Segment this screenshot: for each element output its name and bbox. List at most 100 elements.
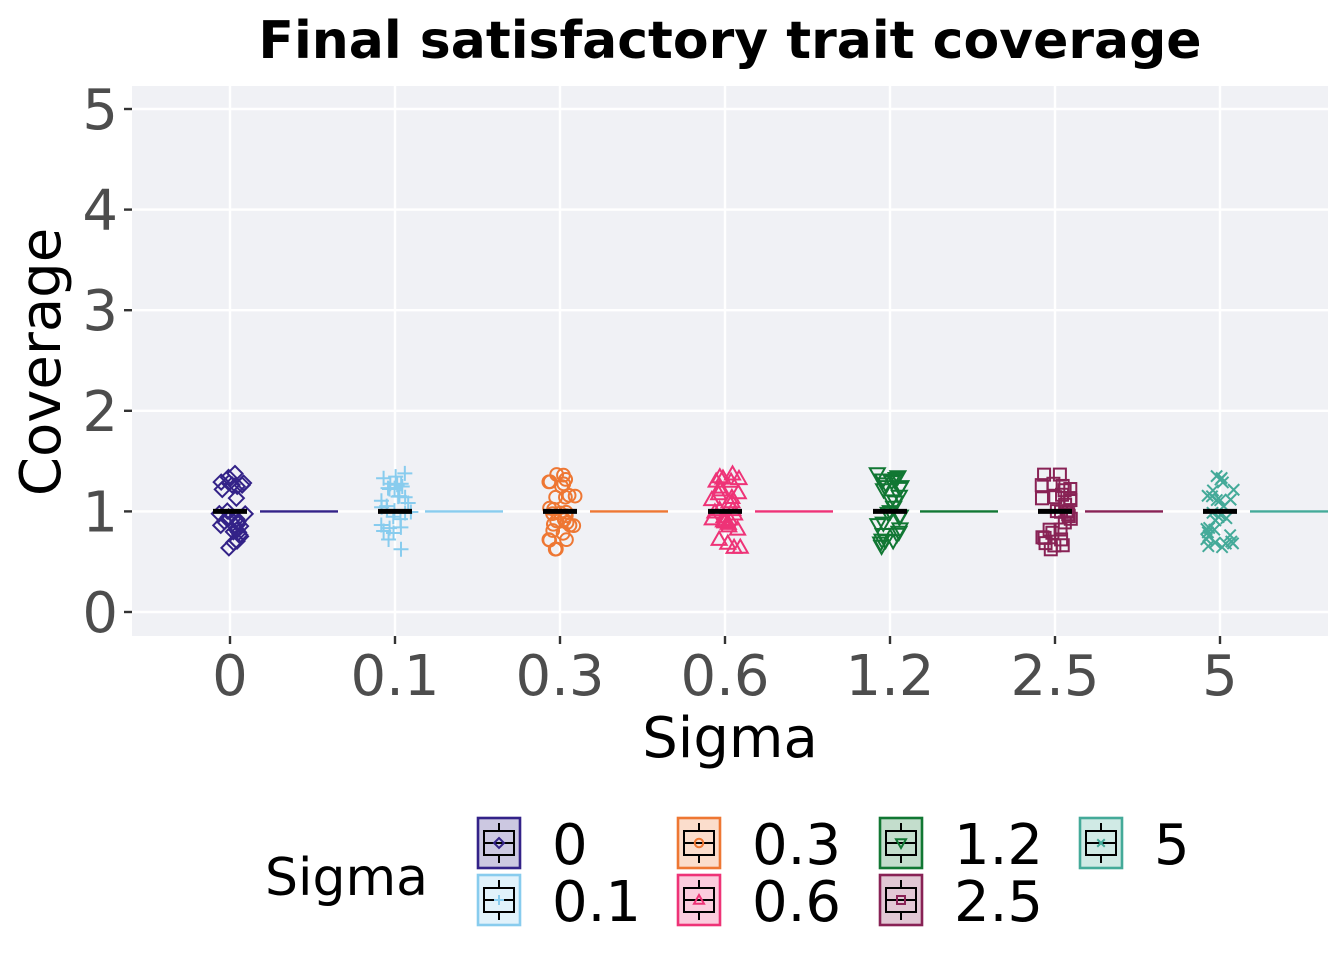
series-2.5 bbox=[1034, 467, 1163, 557]
data-point bbox=[559, 515, 575, 530]
data-point bbox=[380, 480, 396, 496]
data-point bbox=[1055, 538, 1070, 553]
series-5 bbox=[1200, 469, 1328, 554]
plot-panel bbox=[132, 86, 1328, 636]
data-point bbox=[1213, 493, 1227, 507]
legend-shape bbox=[693, 837, 705, 849]
x-tick-label: 5 bbox=[1202, 644, 1238, 709]
data-point bbox=[234, 474, 253, 492]
legend-title: Sigma bbox=[265, 848, 428, 908]
data-point bbox=[1210, 493, 1224, 507]
data-point bbox=[227, 489, 246, 508]
data-point bbox=[706, 471, 726, 488]
legend-shape bbox=[494, 895, 504, 905]
data-point bbox=[1046, 476, 1061, 491]
data-point bbox=[1224, 493, 1237, 506]
data-point bbox=[1223, 528, 1237, 542]
data-point bbox=[710, 480, 730, 497]
data-point bbox=[1216, 476, 1230, 489]
y-axis: 0 1 2 3 4 5 bbox=[82, 78, 132, 646]
y-tick-label: 3 bbox=[82, 279, 118, 344]
data-point bbox=[1037, 467, 1052, 482]
legend-shape bbox=[1096, 838, 1106, 848]
data-point bbox=[1206, 484, 1220, 497]
x-axis-title: Sigma bbox=[642, 706, 818, 771]
legend-label: 2.5 bbox=[954, 870, 1043, 935]
data-point bbox=[1226, 537, 1240, 550]
y-tick-label: 2 bbox=[82, 380, 118, 445]
legend-item-0.1: 0.1 bbox=[476, 870, 641, 935]
legend-item-0.6: 0.6 bbox=[676, 870, 841, 935]
x-tick-label: 0.3 bbox=[515, 644, 604, 709]
data-point bbox=[541, 474, 557, 490]
data-point bbox=[702, 489, 721, 507]
data-point bbox=[566, 518, 582, 534]
data-point bbox=[219, 468, 238, 487]
data-point bbox=[1034, 491, 1049, 506]
data-point bbox=[868, 518, 888, 535]
legend-item-2.5: 2.5 bbox=[878, 870, 1043, 935]
data-point bbox=[393, 541, 409, 557]
data-point bbox=[709, 529, 729, 546]
legend: Sigma 00.1 0.30.6 1.22.5 5 bbox=[265, 813, 1190, 935]
x-tick-label: 0 bbox=[212, 644, 248, 709]
data-point bbox=[703, 509, 722, 526]
data-point bbox=[556, 467, 571, 483]
data-point bbox=[1201, 539, 1215, 553]
data-point bbox=[390, 489, 406, 505]
y-tick-label: 1 bbox=[82, 480, 118, 545]
data-point bbox=[1208, 536, 1222, 549]
series-0.6 bbox=[702, 464, 833, 554]
legend-item-5: 5 bbox=[1078, 813, 1190, 878]
data-point bbox=[549, 513, 565, 529]
data-point bbox=[1215, 540, 1229, 554]
legend-label: 0 bbox=[552, 813, 588, 878]
data-point bbox=[561, 487, 577, 503]
data-point bbox=[878, 506, 898, 524]
data-point bbox=[218, 502, 237, 520]
chart-title: Final satisfactory trait coverage bbox=[258, 11, 1201, 71]
data-point bbox=[228, 521, 246, 540]
series-0 bbox=[210, 464, 338, 557]
data-marks bbox=[210, 464, 1328, 557]
data-point bbox=[719, 492, 739, 509]
x-tick-label: 2.5 bbox=[1010, 644, 1099, 709]
data-point bbox=[729, 468, 749, 486]
legend-label: 0.1 bbox=[552, 870, 641, 935]
legend-label: 1.2 bbox=[954, 813, 1043, 878]
data-point bbox=[542, 532, 558, 548]
legend-label: 5 bbox=[1154, 813, 1190, 878]
y-tick-label: 0 bbox=[82, 581, 118, 646]
data-point bbox=[731, 537, 750, 554]
y-axis-title: Coverage bbox=[9, 228, 74, 496]
legend-shape bbox=[692, 892, 706, 905]
x-axis: 0 0.1 0.3 0.6 1.2 2.5 5 bbox=[212, 636, 1238, 709]
x-tick-label: 0.1 bbox=[350, 644, 439, 709]
legend-item-0: 0 bbox=[476, 813, 588, 878]
data-point bbox=[1227, 483, 1240, 497]
data-point bbox=[392, 511, 408, 527]
series-0.1 bbox=[373, 465, 503, 557]
data-point bbox=[728, 519, 747, 536]
data-point bbox=[549, 467, 565, 482]
data-point bbox=[1053, 522, 1068, 537]
data-point bbox=[1038, 536, 1053, 551]
data-point bbox=[729, 483, 748, 500]
data-point bbox=[394, 478, 410, 494]
legend-item-1.2: 1.2 bbox=[878, 813, 1043, 878]
legend-label: 0.6 bbox=[752, 870, 841, 935]
data-point bbox=[889, 525, 909, 542]
y-tick-label: 4 bbox=[82, 179, 118, 244]
data-point bbox=[545, 523, 561, 538]
data-point bbox=[890, 481, 910, 499]
data-point bbox=[397, 465, 413, 481]
data-point bbox=[373, 517, 389, 533]
data-point bbox=[567, 488, 583, 504]
data-point bbox=[1201, 526, 1215, 539]
legend-shape bbox=[492, 836, 506, 850]
legend-shape bbox=[894, 838, 908, 851]
data-point bbox=[873, 527, 893, 545]
data-point bbox=[376, 523, 392, 539]
data-point bbox=[211, 516, 230, 535]
y-tick-label: 5 bbox=[82, 78, 118, 143]
